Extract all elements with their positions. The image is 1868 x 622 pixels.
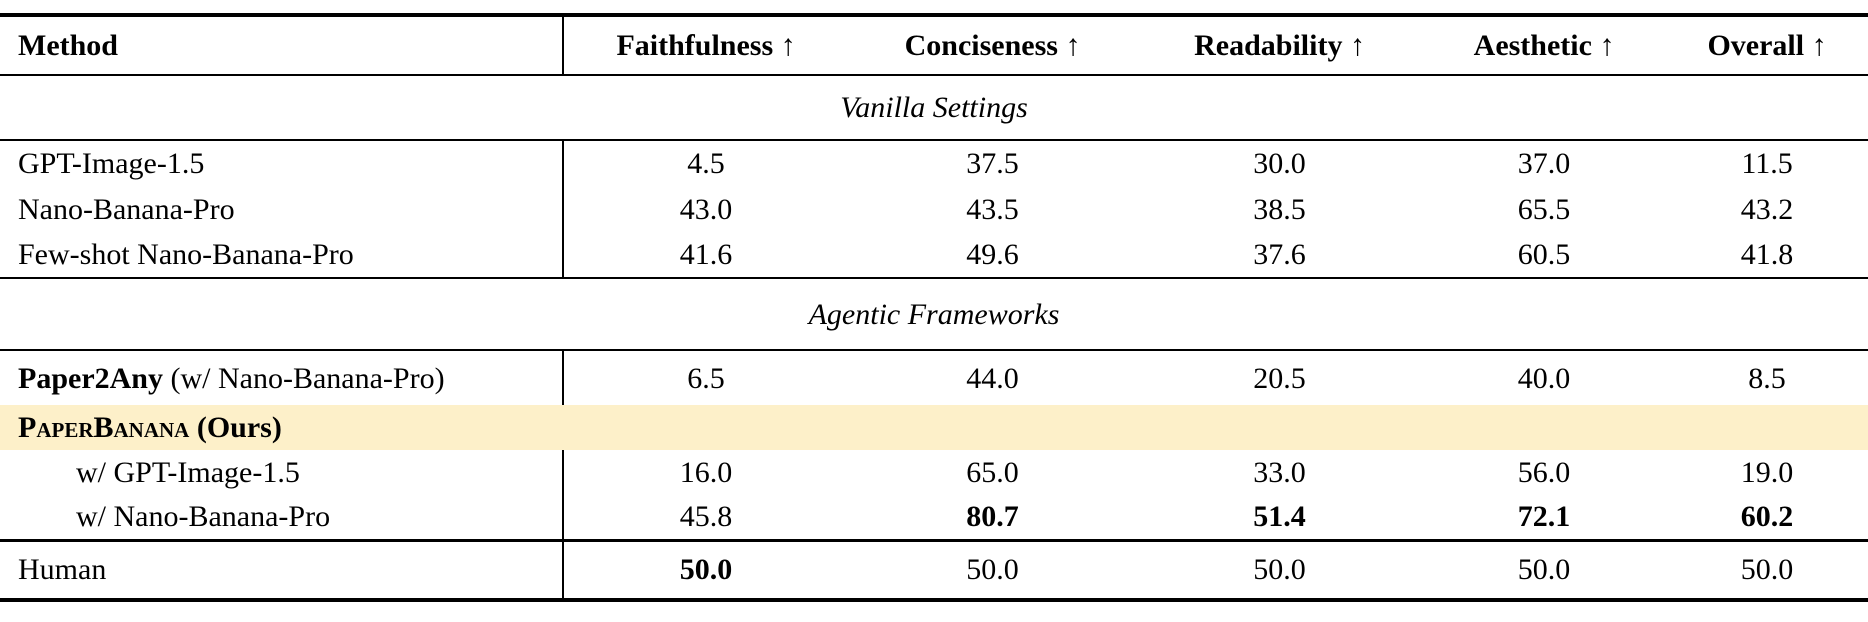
section-row-vanilla-settings: Vanilla Settings (0, 75, 1868, 140)
section-label-vanilla-settings: Vanilla Settings (840, 91, 1028, 124)
table-row-nano-banana: Nano-Banana-Pro 43.0 43.5 38.5 65.5 43.2 (0, 186, 1868, 232)
method-label: w/ Nano-Banana-Pro (76, 500, 331, 534)
value-overall-best: 60.2 (1740, 500, 1794, 534)
value-overall: 8.5 (1748, 361, 1786, 395)
table-header-row: Method Faithfulness ↑ Conciseness ↑ Read… (0, 15, 1868, 75)
value-conciseness: 49.6 (966, 238, 1019, 271)
value-aesthetic: 50.0 (1517, 553, 1571, 587)
value-faithfulness: 16.0 (562, 450, 849, 495)
value-aesthetic: 65.5 (1517, 192, 1571, 226)
value-aesthetic: 37.0 (1517, 147, 1571, 180)
value-aesthetic: 60.5 (1517, 238, 1571, 271)
value-faithfulness-best: 50.0 (562, 540, 849, 600)
value-conciseness-best: 80.7 (966, 500, 1019, 534)
section-row-agentic-frameworks: Agentic Frameworks (0, 278, 1868, 350)
table-row-ours-nano-banana: w/ Nano-Banana-Pro 45.8 80.7 51.4 72.1 6… (0, 495, 1868, 540)
table-row-gpt-image: GPT-Image-1.5 4.5 37.5 30.0 37.0 11.5 (0, 140, 1868, 186)
table-row-paperbanana-ours-highlighted: PaperBanana (Ours) (0, 405, 1868, 450)
value-overall: 11.5 (1741, 147, 1793, 180)
method-label: Human (18, 553, 107, 587)
results-table: Method Faithfulness ↑ Conciseness ↑ Read… (0, 13, 1868, 602)
value-readability: 50.0 (1253, 553, 1306, 587)
value-faithfulness: 6.5 (562, 350, 849, 405)
value-conciseness: 65.0 (966, 456, 1019, 489)
table-row-paper2any: Paper2Any (w/ Nano-Banana-Pro) 6.5 44.0 … (0, 350, 1868, 405)
value-overall: 50.0 (1740, 553, 1794, 587)
method-name-smallcaps: PaperBanana (18, 411, 190, 444)
section-label-agentic-frameworks: Agentic Frameworks (808, 297, 1060, 331)
value-faithfulness: 43.0 (562, 186, 849, 232)
value-readability: 38.5 (1253, 192, 1306, 226)
value-readability: 33.0 (1253, 456, 1306, 489)
value-faithfulness: 41.6 (562, 232, 849, 278)
method-label: w/ GPT-Image-1.5 (76, 456, 300, 489)
value-faithfulness: 4.5 (562, 140, 849, 186)
method-name-bold: Paper2Any (18, 361, 163, 395)
method-label: Few-shot Nano-Banana-Pro (18, 238, 354, 271)
column-header-method: Method (18, 29, 118, 62)
table-row-fewshot-nano-banana: Few-shot Nano-Banana-Pro 41.6 49.6 37.6 … (0, 232, 1868, 278)
column-header-overall: Overall ↑ (1707, 29, 1827, 62)
column-header-conciseness: Conciseness ↑ (904, 29, 1081, 62)
method-name-suffix: (Ours) (189, 411, 282, 444)
value-aesthetic: 40.0 (1517, 361, 1571, 395)
value-readability-best: 51.4 (1253, 500, 1306, 534)
value-readability: 20.5 (1253, 361, 1306, 395)
column-header-readability: Readability ↑ (1194, 29, 1365, 62)
table-row-ours-gpt-image: w/ GPT-Image-1.5 16.0 65.0 33.0 56.0 19.… (0, 450, 1868, 495)
value-readability: 30.0 (1253, 147, 1306, 180)
method-name-suffix: (w/ Nano-Banana-Pro) (163, 361, 445, 395)
method-label: GPT-Image-1.5 (18, 147, 205, 180)
value-readability: 37.6 (1253, 238, 1306, 271)
column-header-faithfulness: Faithfulness ↑ (562, 15, 849, 75)
method-label: Paper2Any (w/ Nano-Banana-Pro) (0, 350, 563, 405)
table-row-human: Human 50.0 50.0 50.0 50.0 50.0 (0, 540, 1868, 600)
method-label: Nano-Banana-Pro (18, 192, 235, 226)
value-overall: 41.8 (1740, 238, 1794, 271)
value-conciseness: 44.0 (966, 361, 1019, 395)
value-overall: 43.2 (1740, 192, 1794, 226)
value-overall: 19.0 (1740, 456, 1794, 489)
value-conciseness: 50.0 (966, 553, 1019, 587)
column-header-aesthetic: Aesthetic ↑ (1473, 29, 1615, 62)
value-conciseness: 43.5 (966, 192, 1019, 226)
value-aesthetic-best: 72.1 (1517, 500, 1571, 534)
value-conciseness: 37.5 (966, 147, 1019, 180)
value-faithfulness: 45.8 (562, 495, 849, 540)
value-aesthetic: 56.0 (1517, 456, 1571, 489)
method-label: PaperBanana (Ours) (0, 405, 1868, 450)
